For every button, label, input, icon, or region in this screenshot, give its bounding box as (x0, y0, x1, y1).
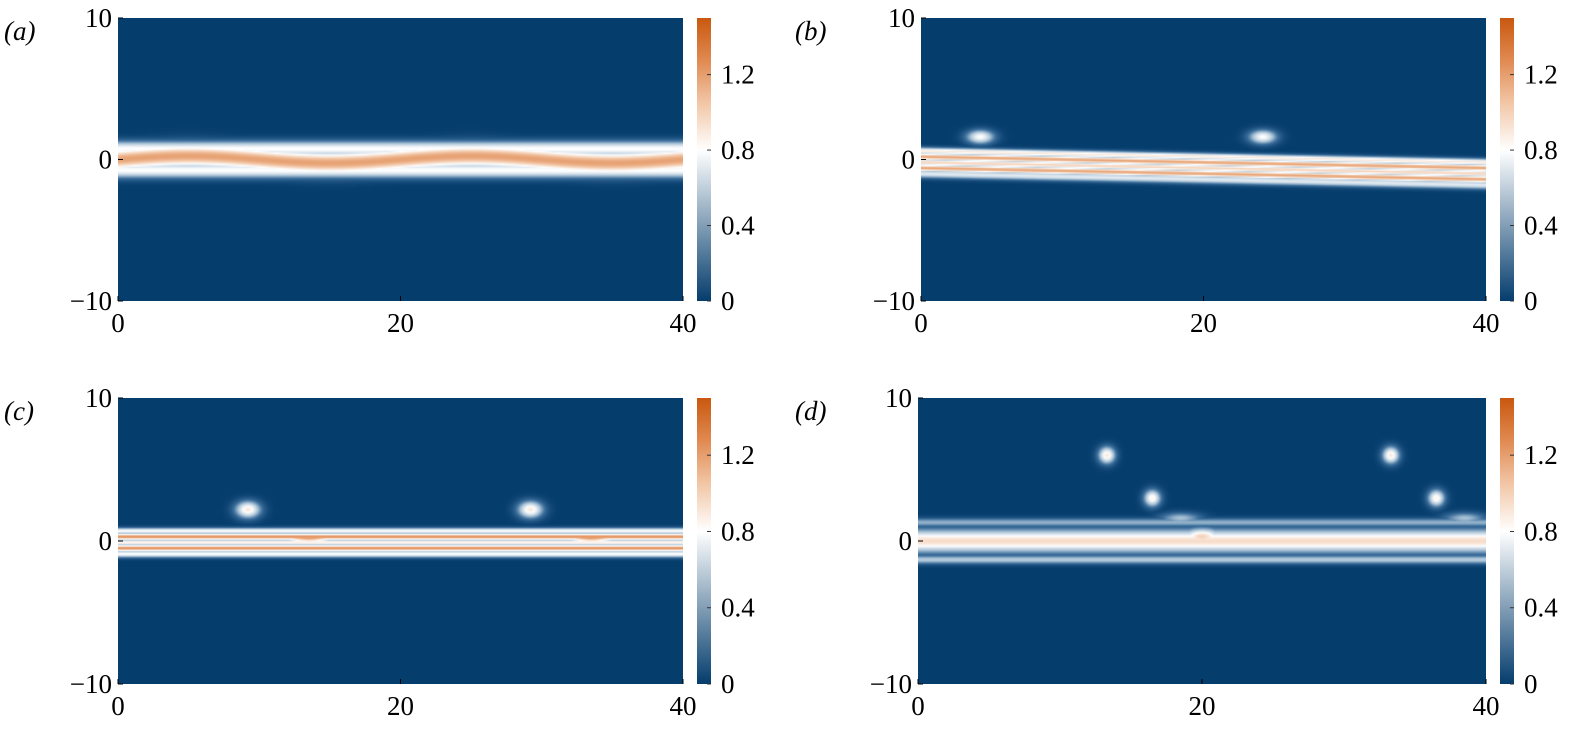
colorbar-tick-label: 0.4 (1524, 593, 1558, 623)
y-tick-label: 10 (888, 3, 915, 33)
colorbar-c (697, 398, 711, 684)
x-tick-label: 40 (670, 691, 697, 721)
colorbar-tick-label: 0.8 (1524, 516, 1558, 546)
y-tick-label: 0 (899, 526, 913, 556)
heatmap-c (118, 398, 683, 684)
colorbar-tick-label: 0.8 (721, 135, 755, 165)
y-tick-label: −10 (70, 286, 112, 316)
colorbar-b (1500, 18, 1514, 301)
y-tick-label: 10 (85, 3, 112, 33)
colorbar-tick-label: 1.2 (721, 60, 755, 90)
colorbar-tick-label: 0 (1524, 286, 1538, 316)
x-tick-label: 0 (911, 691, 925, 721)
colorbar-tick-label: 0.4 (721, 211, 755, 241)
colorbar-a (697, 18, 711, 301)
heatmap-b (921, 18, 1486, 301)
panel-label-a: (a) (4, 16, 35, 46)
colorbar-tick-label: 0.8 (1524, 135, 1558, 165)
x-tick-label: 20 (387, 691, 414, 721)
colorbar-tick-label: 0.4 (721, 593, 755, 623)
colorbar-tick-label: 1.2 (1524, 60, 1558, 90)
x-tick-label: 0 (914, 308, 928, 338)
colorbar-tick-label: 0 (1524, 669, 1538, 699)
heatmap-a (118, 18, 683, 301)
y-tick-label: 0 (902, 145, 916, 175)
colorbar-tick-label: 0 (721, 286, 735, 316)
x-tick-label: 40 (1473, 308, 1500, 338)
panel-label-c: (c) (4, 396, 34, 426)
x-tick-label: 40 (1473, 691, 1500, 721)
colorbar-tick-label: 1.2 (1524, 440, 1558, 470)
y-tick-label: 10 (85, 383, 112, 413)
x-tick-label: 20 (1189, 691, 1216, 721)
y-tick-label: 0 (99, 145, 113, 175)
x-tick-label: 20 (1190, 308, 1217, 338)
colorbar-tick-label: 0.8 (721, 516, 755, 546)
panel-label-d: (d) (795, 396, 826, 426)
colorbar-tick-label: 0.4 (1524, 211, 1558, 241)
x-tick-label: 20 (387, 308, 414, 338)
panel-label-b: (b) (795, 16, 826, 46)
y-tick-label: 0 (99, 526, 113, 556)
x-tick-label: 0 (111, 308, 125, 338)
colorbar-d (1500, 398, 1514, 684)
colorbar-tick-label: 1.2 (721, 440, 755, 470)
colorbar-tick-label: 0 (721, 669, 735, 699)
y-tick-label: −10 (870, 669, 912, 699)
x-tick-label: 0 (111, 691, 125, 721)
y-tick-label: 10 (885, 383, 912, 413)
heatmap-d (918, 398, 1486, 684)
y-tick-label: −10 (70, 669, 112, 699)
y-tick-label: −10 (873, 286, 915, 316)
x-tick-label: 40 (670, 308, 697, 338)
